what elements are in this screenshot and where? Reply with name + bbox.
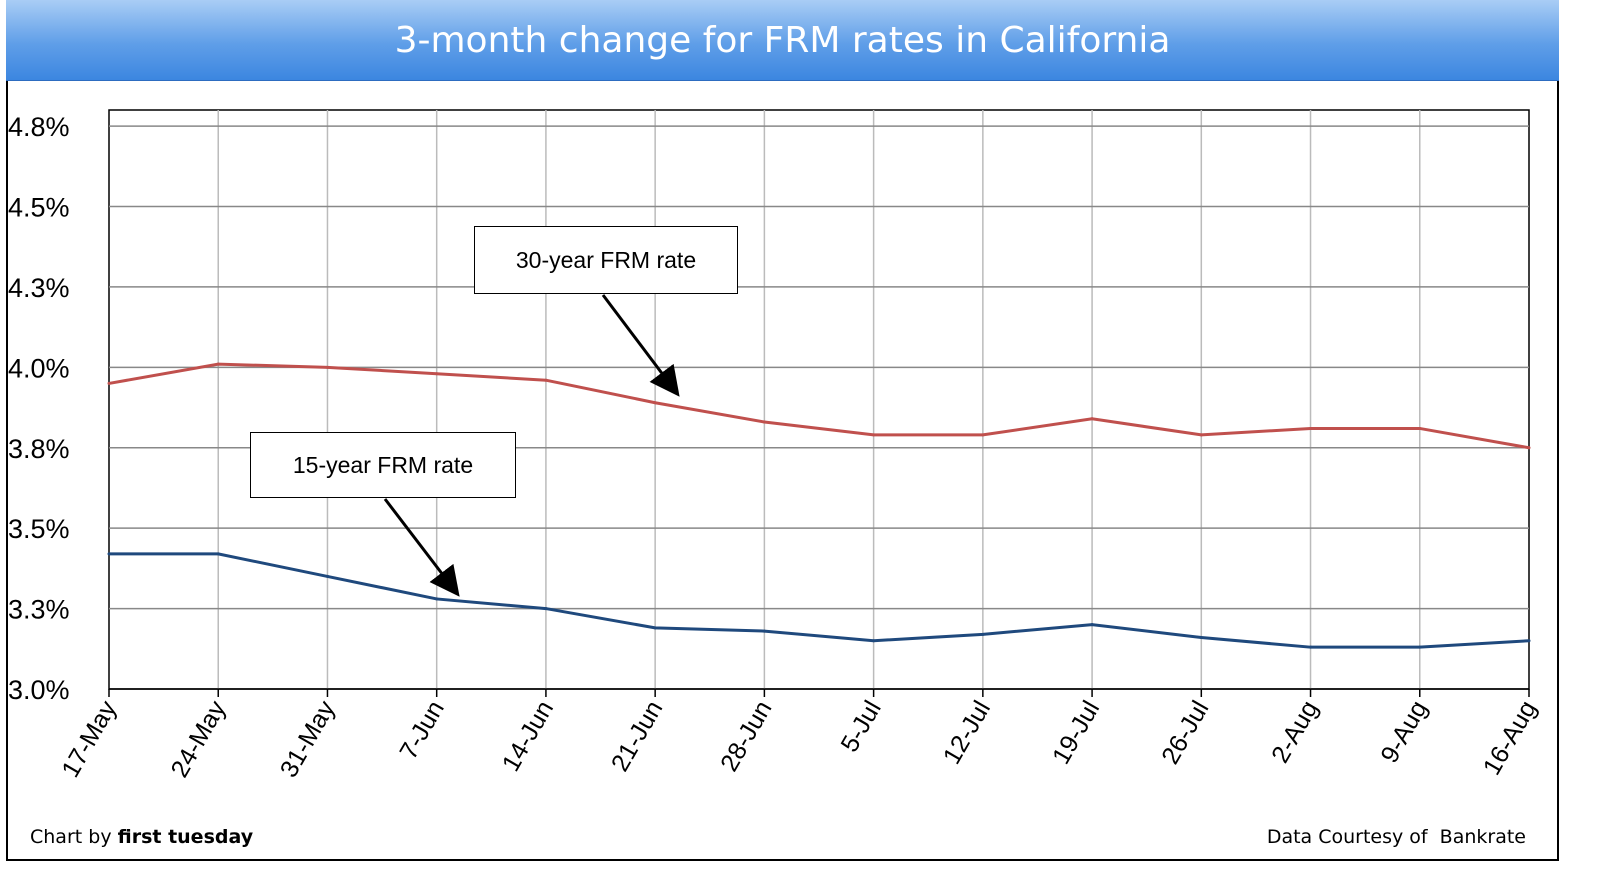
y-tick-label: 4.0% bbox=[8, 353, 70, 383]
credit-prefix: Chart by bbox=[30, 826, 112, 848]
y-tick-label: 4.5% bbox=[8, 193, 70, 223]
data-point bbox=[1199, 433, 1203, 437]
data-point bbox=[435, 597, 439, 601]
data-point bbox=[216, 552, 220, 556]
data-point bbox=[1090, 623, 1094, 627]
y-tick-label: 4.3% bbox=[8, 273, 70, 303]
data-point bbox=[1309, 426, 1313, 430]
x-tick-label: 16-Aug bbox=[1478, 696, 1543, 780]
chart-frame bbox=[6, 0, 1559, 861]
x-tick-label: 12-Jul bbox=[938, 696, 996, 769]
data-point bbox=[1309, 645, 1313, 649]
x-tick-label: 5-Jul bbox=[835, 696, 886, 757]
x-tick-label: 24-May bbox=[165, 696, 231, 783]
data-point bbox=[872, 433, 876, 437]
y-tick-label: 3.0% bbox=[8, 675, 70, 705]
annotation-15yr: 15-year FRM rate bbox=[250, 432, 516, 498]
annotation-30yr: 30-year FRM rate bbox=[474, 226, 738, 294]
data-point bbox=[107, 381, 111, 385]
data-point bbox=[1090, 417, 1094, 421]
y-tick-label: 4.8% bbox=[8, 112, 70, 142]
x-tick-label: 21-Jun bbox=[606, 696, 668, 776]
data-point bbox=[1199, 636, 1203, 640]
data-point bbox=[1527, 639, 1531, 643]
chart-credit: Chart by first tuesday bbox=[30, 826, 253, 848]
x-tick-label: 19-Jul bbox=[1047, 696, 1105, 769]
data-point bbox=[1527, 446, 1531, 450]
x-tick-label: 31-May bbox=[275, 696, 341, 783]
data-point bbox=[762, 629, 766, 633]
x-tick-label: 17-May bbox=[56, 696, 122, 783]
data-point bbox=[762, 420, 766, 424]
plot-area bbox=[108, 109, 1530, 690]
data-point bbox=[653, 626, 657, 630]
series-line-15-year-frm-rate bbox=[109, 552, 1530, 649]
credit-name: first tuesday bbox=[117, 826, 254, 848]
data-point bbox=[1418, 426, 1422, 430]
x-tick-label: 7-Jun bbox=[394, 696, 450, 764]
data-point bbox=[981, 433, 985, 437]
x-tick-label: 9-Aug bbox=[1375, 696, 1433, 768]
x-tick-label: 26-Jul bbox=[1156, 696, 1214, 769]
y-tick-label: 3.8% bbox=[8, 434, 70, 464]
data-point bbox=[544, 378, 548, 382]
y-tick-label: 3.3% bbox=[8, 595, 70, 625]
x-tick-label: 14-Jun bbox=[497, 696, 559, 776]
data-point bbox=[325, 574, 329, 578]
x-tick-label: 28-Jun bbox=[715, 696, 777, 776]
x-tick-label: 2-Aug bbox=[1266, 696, 1324, 768]
data-point bbox=[107, 552, 111, 556]
title-banner: 3-month change for FRM rates in Californ… bbox=[6, 0, 1559, 81]
data-point bbox=[872, 639, 876, 643]
data-source: Data Courtesy of Bankrate bbox=[1266, 826, 1526, 848]
chart-title: 3-month change for FRM rates in Californ… bbox=[394, 19, 1171, 61]
data-point bbox=[216, 362, 220, 366]
data-point bbox=[981, 632, 985, 636]
data-point bbox=[653, 401, 657, 405]
data-point bbox=[544, 607, 548, 611]
annotation-arrow-15yr bbox=[383, 498, 460, 597]
series-line-30-year-frm-rate bbox=[108, 362, 1530, 450]
y-tick-label: 3.5% bbox=[8, 514, 70, 544]
data-point bbox=[1418, 645, 1422, 649]
annotation-arrow-30yr bbox=[601, 294, 680, 397]
data-point bbox=[325, 365, 329, 369]
data-point bbox=[435, 372, 439, 376]
